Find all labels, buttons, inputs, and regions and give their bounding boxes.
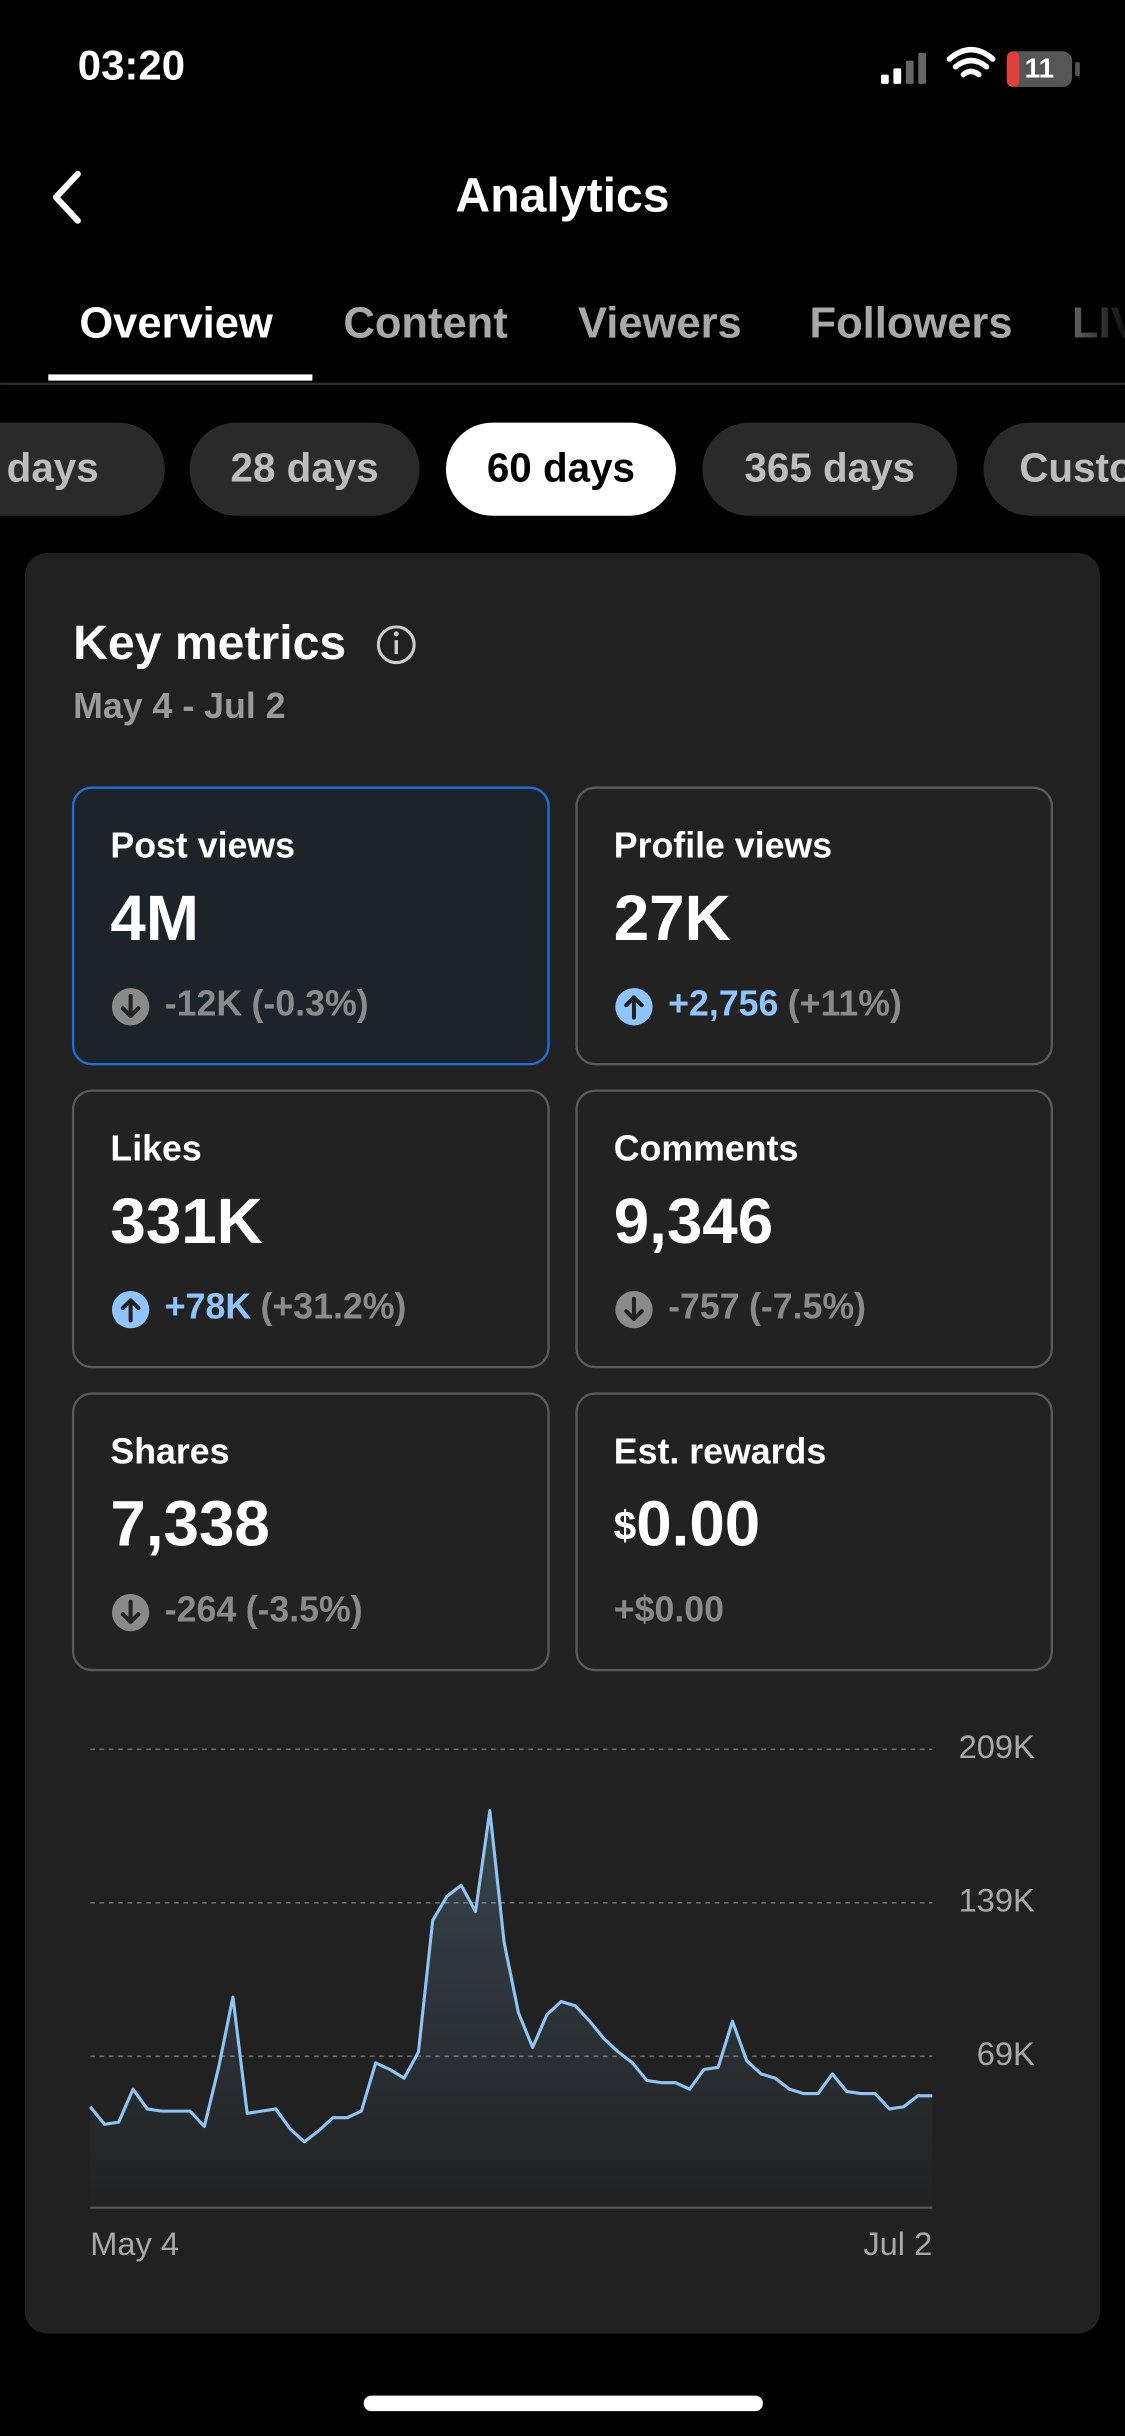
wifi-icon bbox=[946, 47, 996, 78]
metric-value: 27K bbox=[614, 883, 731, 954]
trend-arrow bbox=[624, 1296, 644, 1322]
battery-text: 11 bbox=[1025, 52, 1055, 83]
change-percent: (-0.3%) bbox=[252, 984, 369, 1024]
line-area bbox=[90, 1810, 933, 2208]
metric-change: +$0.00 bbox=[614, 1590, 724, 1630]
metric-card[interactable] bbox=[575, 1089, 1054, 1369]
metric-value: $0.00 bbox=[614, 1489, 760, 1560]
change-percent: (+31.2%) bbox=[260, 1287, 406, 1327]
metric-change: +2,756 (+11%) bbox=[668, 984, 902, 1024]
range-pill[interactable] bbox=[445, 422, 676, 516]
battery-tip bbox=[1075, 62, 1080, 77]
trend-arrow bbox=[624, 995, 644, 1020]
battery bbox=[1006, 51, 1073, 87]
range-label[interactable]: 60 days bbox=[487, 444, 635, 490]
tab[interactable]: Overview bbox=[79, 300, 273, 348]
y-tick-label: 69K bbox=[977, 2035, 1035, 2072]
range-pill[interactable] bbox=[983, 422, 1125, 516]
metric-change: -12K (-0.3%) bbox=[165, 984, 369, 1024]
change-amount: -12K bbox=[165, 984, 243, 1024]
x-tick-label: Jul 2 bbox=[863, 2225, 932, 2262]
metric-currency: $ bbox=[614, 1502, 636, 1548]
change-amount: -264 bbox=[165, 1590, 237, 1630]
trend-arrow bbox=[120, 1599, 141, 1624]
back-button[interactable] bbox=[52, 170, 81, 224]
x-tick-label: May 4 bbox=[90, 2225, 179, 2262]
range-label[interactable]: Custom bbox=[1019, 444, 1125, 490]
metric-value: 7,338 bbox=[110, 1489, 269, 1560]
date-range: May 4 - Jul 2 bbox=[73, 686, 285, 726]
metric-card[interactable] bbox=[71, 786, 550, 1066]
tab[interactable]: Followers bbox=[810, 300, 1013, 348]
metric-change: -757 (-7.5%) bbox=[668, 1287, 866, 1327]
trend-arrow bbox=[120, 1298, 141, 1323]
change-amount: +$0.00 bbox=[614, 1590, 724, 1630]
tab-fade bbox=[1025, 264, 1125, 383]
change-amount: -757 bbox=[668, 1287, 740, 1327]
range-label[interactable]: 365 days bbox=[744, 444, 915, 490]
range-label[interactable]: 7 days bbox=[0, 444, 99, 490]
metric-change: +78K (+31.2%) bbox=[165, 1287, 407, 1327]
trend-arrow bbox=[120, 993, 141, 1019]
change-amount: +2,756 bbox=[668, 984, 778, 1024]
metric-card[interactable] bbox=[575, 786, 1054, 1066]
metric-change: -264 (-3.5%) bbox=[165, 1590, 363, 1630]
change-percent: (-3.5%) bbox=[246, 1590, 363, 1630]
metric-value-text: 9,346 bbox=[614, 1186, 773, 1257]
metric-value: 331K bbox=[110, 1186, 262, 1257]
metric-value: 4M bbox=[110, 883, 198, 954]
home-indicator bbox=[363, 2395, 763, 2412]
y-tick-label: 139K bbox=[959, 1881, 1035, 1918]
range-pill[interactable] bbox=[702, 422, 958, 516]
panel-title: Key metrics bbox=[73, 616, 346, 670]
line bbox=[89, 1809, 933, 2144]
metric-label: Profile views bbox=[614, 826, 832, 866]
range-pill[interactable] bbox=[0, 422, 165, 516]
change-percent: (-7.5%) bbox=[749, 1287, 866, 1327]
metric-label: Est. rewards bbox=[614, 1432, 826, 1472]
metric-card[interactable] bbox=[71, 1392, 550, 1672]
metric-value-text: 4M bbox=[110, 883, 198, 954]
metric-value-text: 0.00 bbox=[636, 1489, 760, 1560]
metric-label: Shares bbox=[110, 1432, 229, 1472]
metric-card[interactable] bbox=[71, 1089, 550, 1369]
metric-value-text: 7,338 bbox=[110, 1489, 269, 1560]
battery-level bbox=[1006, 51, 1020, 87]
metric-label: Post views bbox=[110, 826, 295, 866]
metric-card[interactable] bbox=[575, 1392, 1054, 1672]
metric-value: 9,346 bbox=[614, 1186, 773, 1257]
metric-label: Likes bbox=[110, 1129, 201, 1169]
tab-underline bbox=[48, 374, 313, 381]
metric-value-text: 331K bbox=[110, 1186, 262, 1257]
signal bbox=[880, 52, 927, 84]
change-amount: +78K bbox=[165, 1287, 252, 1327]
range-label[interactable]: 28 days bbox=[231, 444, 379, 490]
y-tick-label: 209K bbox=[959, 1728, 1035, 1765]
range-pill[interactable] bbox=[189, 422, 420, 516]
metric-label: Comments bbox=[614, 1129, 799, 1169]
tab[interactable]: Content bbox=[343, 300, 507, 348]
change-percent: (+11%) bbox=[788, 984, 902, 1024]
page-title: Analytics bbox=[455, 169, 669, 223]
status-time: 03:20 bbox=[78, 41, 185, 88]
tab[interactable]: Viewers bbox=[578, 300, 742, 348]
info-icon[interactable] bbox=[376, 625, 416, 665]
metric-value-text: 27K bbox=[614, 883, 731, 954]
